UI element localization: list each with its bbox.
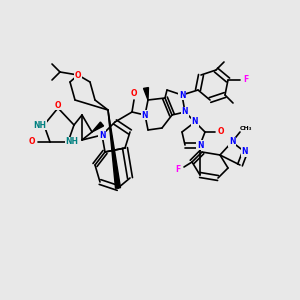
Text: O: O [218, 128, 224, 136]
Polygon shape [108, 110, 121, 188]
Polygon shape [143, 88, 148, 100]
Text: O: O [29, 137, 35, 146]
Text: N: N [99, 130, 105, 140]
Text: N: N [197, 140, 203, 149]
Text: O: O [55, 100, 61, 109]
Text: N: N [229, 137, 235, 146]
Text: N: N [179, 91, 185, 100]
Text: F: F [243, 76, 249, 85]
Text: F: F [176, 166, 181, 175]
Text: N: N [142, 110, 148, 119]
Text: N: N [182, 107, 188, 116]
Text: CH₃: CH₃ [240, 125, 252, 130]
Text: O: O [131, 89, 137, 98]
Text: N: N [192, 118, 198, 127]
Text: O: O [75, 70, 81, 80]
Text: N: N [242, 148, 248, 157]
Text: NH: NH [65, 137, 79, 146]
Text: NH: NH [34, 121, 46, 130]
Polygon shape [92, 122, 103, 132]
